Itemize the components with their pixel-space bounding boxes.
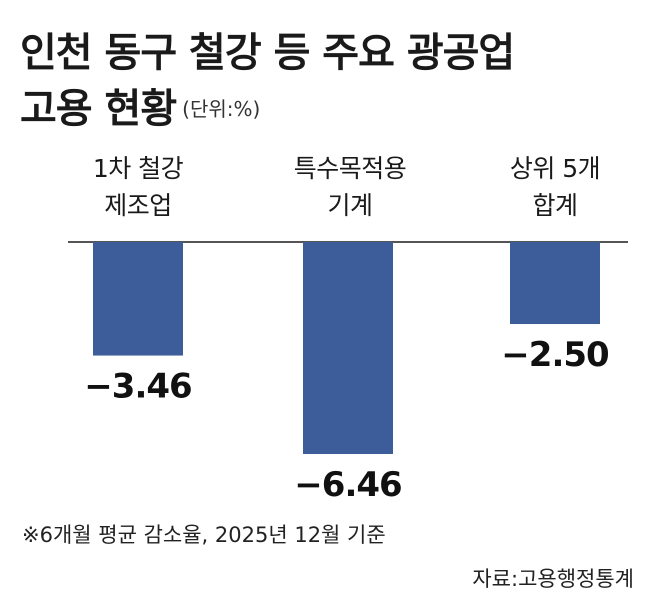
category-label-top5: 상위 5개 합계 (509, 154, 601, 220)
value-label-top5: −2.50 (501, 335, 609, 375)
bar-steel (93, 242, 183, 356)
chart-title-line-2: 고용 현황 (단위:%) (20, 86, 261, 132)
chart-title-line-1: 인천 동구 철강 등 주요 광공업 (20, 30, 515, 76)
value-label-machinery: −6.46 (294, 465, 401, 505)
unit-label: (단위:%) (182, 97, 261, 121)
bar-top5 (510, 242, 600, 325)
category-label-machinery: 특수목적용 기계 (293, 154, 407, 220)
footnote: ※6개월 평균 감소율, 2025년 12월 기준 (22, 523, 386, 547)
category-label-steel: 1차 철강 제조업 (92, 154, 184, 220)
source-label: 자료:고용행정통계 (472, 567, 634, 591)
value-label-steel: −3.46 (84, 367, 191, 407)
bar-machinery (303, 242, 393, 454)
